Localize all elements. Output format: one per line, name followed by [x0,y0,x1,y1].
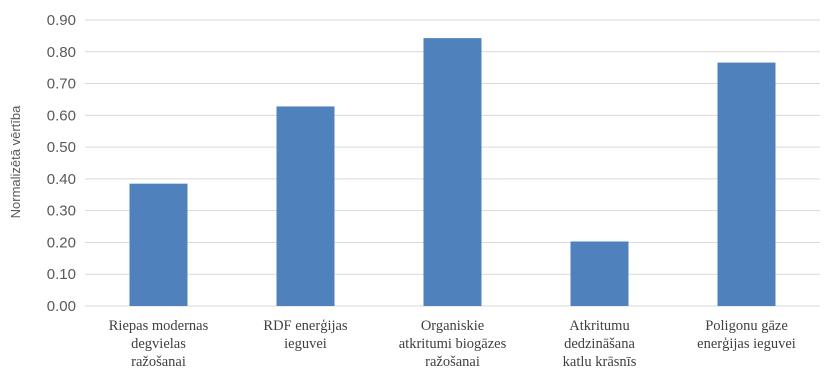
y-tick-label: 0.20 [47,234,76,251]
x-tick-label-line: ražošanai [131,354,186,370]
x-tick-label-line: katlu krāsnīs [563,354,637,370]
x-tick-label-line: enerģijas ieguvei [697,336,796,352]
y-axis-ticks: 0.00 0.10 0.20 0.30 0.40 0.50 0.60 0.70 0.80 0.90 [47,12,76,315]
y-tick-label: 0.90 [47,12,76,29]
x-tick-label: Organiskie atkritumi biogāzes ražošanai [399,318,507,370]
x-tick-label: Poligonu gāze enerģijas ieguvei [697,318,796,352]
bar [276,106,335,307]
y-axis-label: Normalizētā vērtība [8,105,23,218]
x-tick-label-line: Poligonu gāze [705,318,788,334]
y-tick-label: 0.30 [47,203,76,220]
y-tick-label: 0.40 [47,171,76,188]
x-tick-label-line: Organiskie [421,318,484,334]
x-tick-label-line: atkritumi biogāzes [399,336,507,352]
x-tick-label-line: ieguvei [284,336,327,352]
x-tick-label-line: ražošanai [425,354,480,370]
x-tick-label: Atkritumu dedzināšana katlu krāsnīs [563,318,637,370]
y-tick-label: 0.80 [47,44,76,61]
x-tick-label-line: Atkritumu [569,318,629,334]
y-tick-label: 0.60 [47,107,76,124]
bar [129,183,188,306]
x-tick-label-line: dedzināšana [564,336,635,352]
y-tick-label: 0.00 [47,298,76,315]
bar [570,241,629,306]
x-tick-label-line: degvielas [131,336,186,352]
y-tick-label: 0.70 [47,76,76,93]
x-tick-label-line: Riepas modernas [109,318,209,334]
y-tick-label: 0.50 [47,139,76,156]
x-tick-label-line: RDF enerģijas [263,318,348,334]
x-tick-label: Riepas modernas degvielas ražošanai [109,318,209,370]
bars [129,38,776,307]
x-axis-ticks: Riepas modernas degvielas ražošanai RDF ene… [109,318,796,370]
x-tick-label: RDF enerģijas ieguvei [263,318,348,352]
bar [423,38,482,306]
bar [717,62,776,307]
y-tick-label: 0.10 [47,266,76,283]
